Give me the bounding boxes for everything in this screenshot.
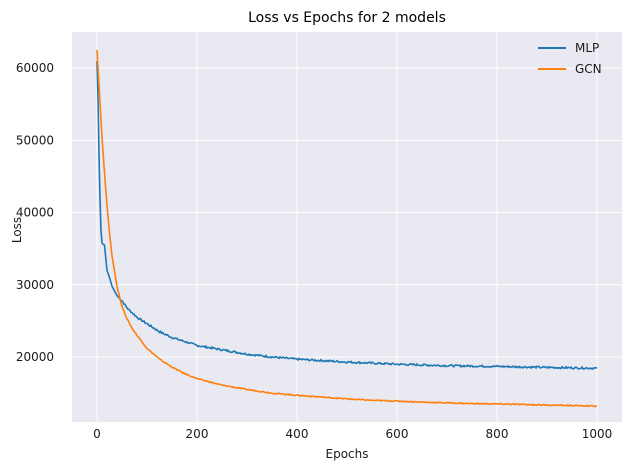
y-tick-labels: 20000 30000 40000 50000 60000 <box>16 61 54 364</box>
series-line-gcn <box>96 50 598 408</box>
y-tick-label: 20000 <box>16 350 54 364</box>
legend: MLP GCN <box>538 41 602 76</box>
y-tick-label: 50000 <box>16 133 54 147</box>
x-tick-label: 600 <box>386 427 409 441</box>
chart-title: Loss vs Epochs for 2 models <box>248 10 446 26</box>
legend-label-gcn: GCN <box>575 62 602 76</box>
y-tick-label: 30000 <box>16 278 54 292</box>
x-tick-label: 200 <box>186 427 209 441</box>
x-axis-label: Epochs <box>326 447 369 461</box>
series-lines <box>96 50 598 408</box>
y-tick-label: 60000 <box>16 61 54 75</box>
y-axis-label: Loss <box>10 217 24 243</box>
legend-label-mlp: MLP <box>575 41 599 55</box>
series-line-mlp <box>96 60 598 371</box>
x-tick-label: 800 <box>486 427 509 441</box>
y-tick-label: 40000 <box>16 206 54 220</box>
x-tick-label: 0 <box>93 427 101 441</box>
grid <box>72 32 622 422</box>
x-tick-label: 400 <box>286 427 309 441</box>
x-tick-labels: 0 200 400 600 800 1000 <box>93 427 612 441</box>
x-tick-label: 1000 <box>582 427 613 441</box>
